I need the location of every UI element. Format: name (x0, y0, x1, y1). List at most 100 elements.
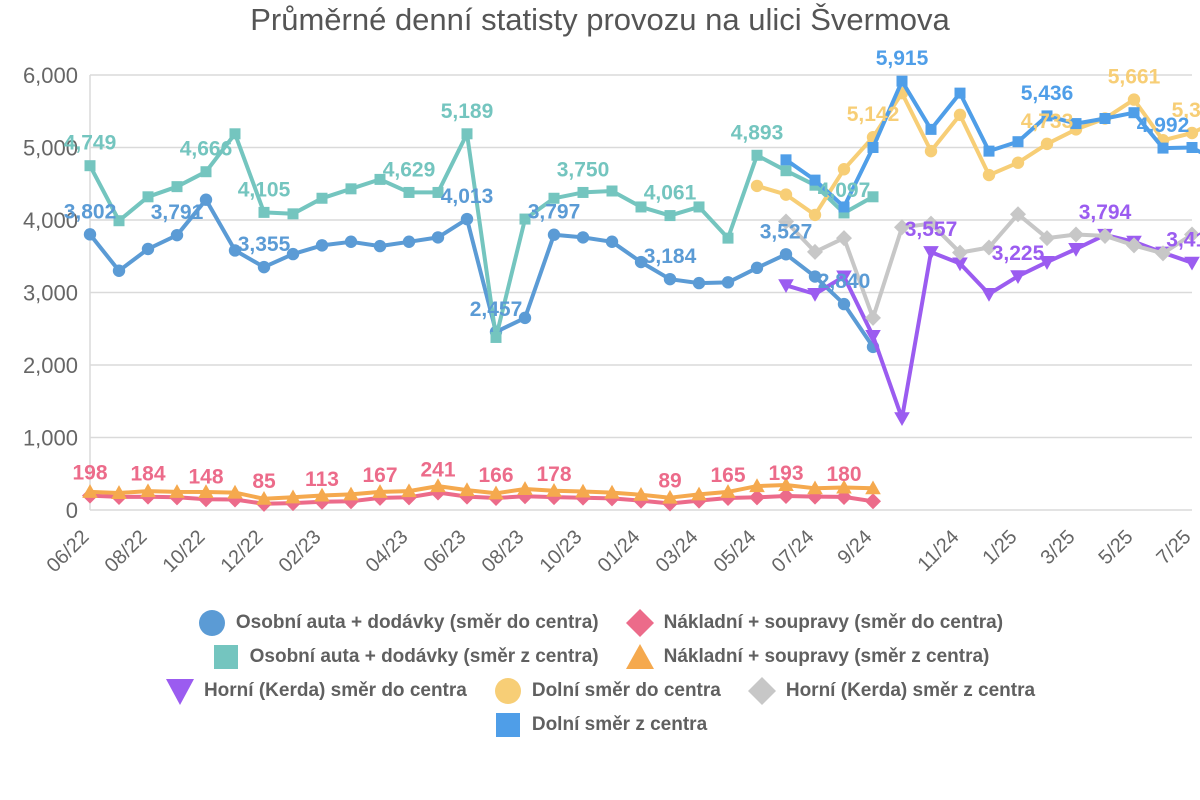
legend-item-horni-do-centra[interactable]: Horní (Kerda) směr do centra (165, 676, 467, 706)
data-point-marker (981, 239, 997, 256)
data-point-marker (1041, 110, 1053, 122)
series-4 (778, 228, 1200, 427)
data-point-marker (519, 213, 531, 225)
data-label: 2,457 (470, 298, 523, 321)
legend-item-nakladni-z-centra[interactable]: Nákladní + soupravy (směr z centra) (625, 642, 990, 672)
data-point-marker (662, 489, 678, 504)
data-point-marker (548, 192, 560, 204)
data-point-marker (1040, 137, 1054, 151)
data-point-marker (778, 279, 794, 294)
x-axis-tick-label: 5/25 (1094, 526, 1137, 569)
data-label: 4,097 (818, 179, 871, 202)
legend-label: Horní (Kerda) směr z centra (785, 680, 1036, 701)
x-axis-tick-label: 02/23 (275, 526, 326, 577)
data-point-marker (372, 484, 388, 498)
data-label: 5,189 (441, 100, 494, 123)
legend-row: Osobní auta + dodávky (směr do centra) Ná… (197, 608, 1003, 638)
data-label: 113 (305, 468, 339, 491)
data-point-marker (1184, 256, 1200, 271)
data-point-marker (258, 206, 270, 218)
x-axis-tick-label: 01/24 (594, 526, 645, 577)
data-label: 198 (72, 462, 107, 485)
data-point-marker (83, 228, 97, 241)
data-point-marker (1099, 113, 1111, 124)
diamond-marker-icon (625, 609, 654, 637)
data-label: 85 (252, 470, 276, 493)
data-point-marker (401, 483, 417, 498)
data-point-marker (837, 163, 851, 176)
data-label: 3,355 (238, 233, 291, 256)
data-point-marker (374, 173, 386, 185)
data-point-marker (517, 481, 533, 495)
series-line (88, 490, 875, 506)
data-point-marker (141, 242, 155, 256)
plot-area: 0 1,000 2,000 3,000 4,000 5,000 6,000 06/22 08/2… (23, 47, 1200, 577)
data-point-marker (867, 191, 879, 203)
data-label: 4,893 (731, 121, 784, 144)
data-point-marker (490, 331, 502, 343)
data-point-marker (749, 489, 765, 506)
data-point-marker (952, 244, 968, 261)
legend-item-dolni-do-centra[interactable]: Dolní směr do centra (493, 676, 721, 706)
data-point-marker (807, 243, 823, 260)
data-point-marker (780, 165, 792, 177)
data-point-marker (229, 128, 241, 140)
data-point-marker (84, 160, 96, 172)
x-axis-tick-label: 05/24 (710, 526, 761, 577)
data-point-marker (865, 309, 881, 326)
data-point-marker (664, 210, 676, 222)
data-label: 5,661 (1108, 66, 1161, 89)
data-point-marker (287, 208, 299, 220)
data-label: 167 (362, 464, 397, 487)
data-point-marker (633, 486, 649, 501)
y-axis-tick-label: 1,000 (23, 426, 78, 451)
square-marker-icon (213, 645, 238, 669)
data-label: 5,39 (1172, 99, 1200, 122)
x-axis-tick-label: 9/24 (833, 526, 876, 569)
legend-row: Osobní auta + dodávky (směr z centra) Nák… (211, 642, 990, 672)
data-point-marker (1068, 243, 1084, 257)
y-axis-tick-label: 4,000 (23, 208, 78, 233)
series-line (88, 483, 875, 501)
data-point-marker (836, 230, 852, 247)
data-point-marker (923, 246, 939, 260)
data-label: 148 (188, 465, 223, 488)
triangle-down-marker-icon (165, 679, 194, 705)
data-point-marker (606, 185, 618, 197)
legend-item-osobni-do-centra[interactable]: Osobní auta + dodávky (směr do centra) (197, 608, 599, 638)
data-point-marker (894, 219, 910, 236)
data-label: 89 (658, 470, 681, 493)
data-point-marker (315, 239, 329, 252)
legend-label: Horní (Kerda) směr do centra (203, 680, 467, 701)
legend-item-osobni-z-centra[interactable]: Osobní auta + dodávky (směr z centra) (211, 642, 599, 672)
data-point-marker (460, 212, 474, 226)
x-axis-tick-label: 12/22 (217, 526, 268, 577)
x-axis-tick-label: 3/25 (1036, 526, 1079, 569)
data-label: 3,411 (1166, 229, 1200, 252)
data-point-marker (836, 270, 852, 285)
data-point-marker (867, 142, 879, 153)
legend-item-horni-z-centra[interactable]: Horní (Kerda) směr z centra (747, 676, 1035, 706)
circle-marker-icon (198, 610, 225, 636)
data-point-marker (1155, 245, 1171, 262)
data-point-marker (344, 235, 358, 248)
data-point-marker (113, 215, 125, 227)
legend-item-dolni-z-centra[interactable]: Dolní směr z centra (493, 710, 707, 740)
data-point-marker (546, 482, 562, 497)
data-point-marker (953, 108, 967, 122)
data-point-marker (1068, 226, 1084, 243)
data-point-marker (837, 297, 851, 311)
legend-label: Osobní auta + dodávky (směr z centra) (249, 646, 599, 667)
data-point-marker (808, 208, 822, 222)
data-label: 3,794 (1079, 201, 1132, 224)
x-axis-tick-label: 04/23 (362, 526, 413, 577)
series-7 (780, 75, 1200, 213)
legend-label: Nákladní + soupravy (směr z centra) (663, 646, 990, 667)
x-axis-tick-label: 07/24 (768, 526, 819, 577)
data-point-marker (1097, 227, 1113, 244)
data-point-marker (722, 232, 734, 244)
data-point-marker (1011, 156, 1025, 169)
data-point-marker (343, 486, 359, 501)
data-point-marker (200, 166, 212, 178)
legend-item-nakladni-do-centra[interactable]: Nákladní + soupravy (směr do centra) (625, 608, 1003, 638)
